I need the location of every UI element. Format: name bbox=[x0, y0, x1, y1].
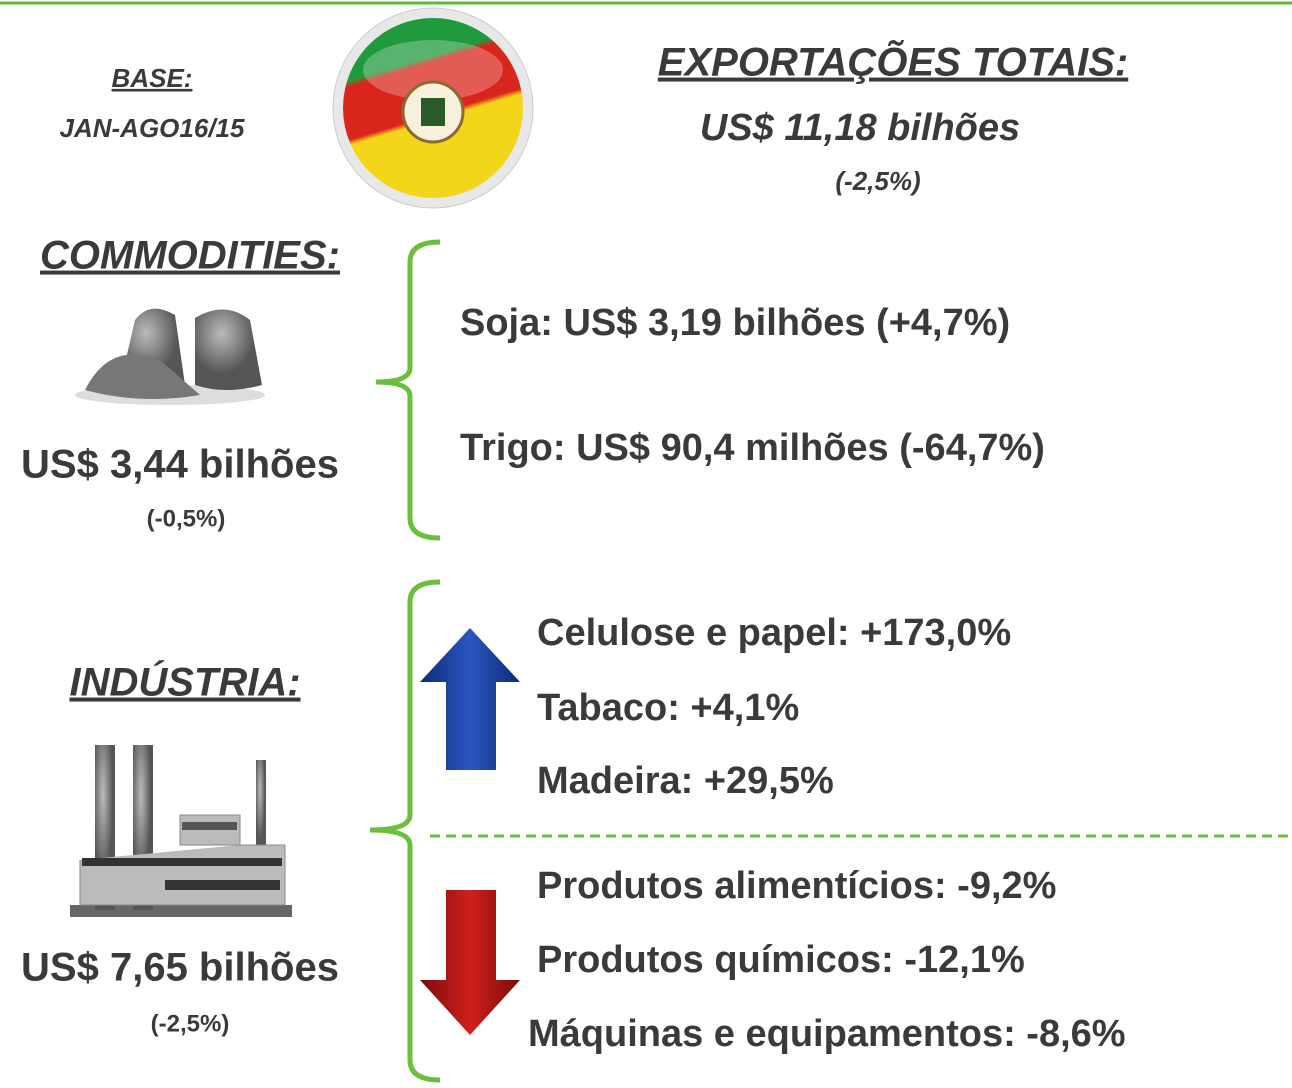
base-period: JAN-AGO16/15 bbox=[60, 113, 245, 143]
down-item: Máquinas e equipamentos: -8,6% bbox=[528, 1013, 1126, 1055]
up-item: Tabaco: +4,1% bbox=[537, 687, 799, 729]
sacks-icon bbox=[75, 309, 265, 405]
down-item: Produtos químicos: -12,1% bbox=[537, 939, 1025, 981]
commodities-title: COMMODITIES: bbox=[40, 234, 340, 278]
up-item: Madeira: +29,5% bbox=[537, 760, 834, 802]
slide: BASE: JAN-AGO16/15 EXPORTAÇÕES TOTAIS: U… bbox=[0, 0, 1292, 1088]
base-label: BASE: bbox=[112, 63, 193, 93]
industria-change: (-2,5%) bbox=[151, 1010, 230, 1037]
industria-value: US$ 7,65 bilhões bbox=[21, 946, 339, 990]
up-arrow bbox=[420, 628, 520, 770]
down-arrow bbox=[420, 890, 520, 1035]
down-item: Produtos alimentícios: -9,2% bbox=[537, 865, 1056, 907]
brace bbox=[370, 582, 440, 1080]
commodities-value: US$ 3,44 bilhões bbox=[21, 443, 339, 487]
total-value: US$ 11,18 bilhões bbox=[700, 107, 1020, 149]
commodity-item: Trigo: US$ 90,4 milhões (-64,7%) bbox=[460, 427, 1045, 469]
flag-emblem bbox=[333, 8, 533, 208]
industria-title: INDÚSTRIA: bbox=[69, 659, 300, 705]
factory-icon bbox=[70, 745, 292, 917]
brace bbox=[376, 242, 440, 538]
commodities-change: (-0,5%) bbox=[147, 505, 226, 532]
page: BASE: JAN-AGO16/15 EXPORTAÇÕES TOTAIS: U… bbox=[0, 0, 1292, 1088]
up-item: Celulose e papel: +173,0% bbox=[537, 612, 1011, 654]
commodity-item: Soja: US$ 3,19 bilhões (+4,7%) bbox=[460, 302, 1010, 344]
total-change: (-2,5%) bbox=[835, 166, 920, 196]
total-title: EXPORTAÇÕES TOTAIS: bbox=[658, 39, 1128, 85]
